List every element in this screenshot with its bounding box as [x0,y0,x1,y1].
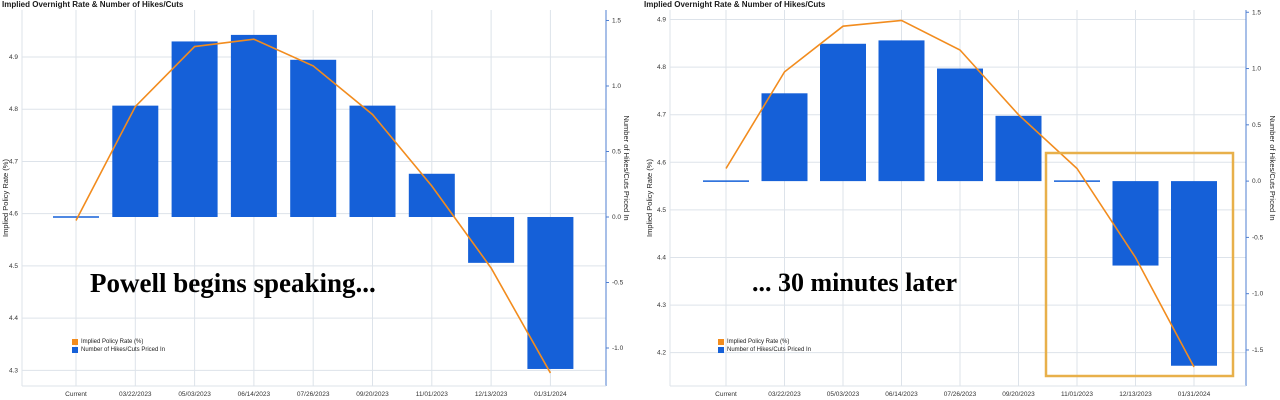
chart-left-svg: 4.3 4.4 4.5 4.6 4.7 4.8 4.9 -1.0 -0.5 0.0 0.5 1.0 1.… [1,10,631,398]
x-tick-label: 01/31/2024 [1178,391,1211,398]
y-tick-label-right: 0.0 [612,214,621,221]
y-tick-label-left: 4.5 [657,207,666,214]
x-tick-label: Current [65,391,87,398]
y-tick-label-left: 4.4 [9,315,18,322]
y-tick-label-right: -1.0 [612,345,624,352]
y-tick-label-left: 4.2 [657,350,666,357]
y-tick-label-right: 0.0 [1252,178,1261,185]
bar [878,40,925,182]
legend-item-bar: Number of Hikes/Cuts Priced In [718,346,811,354]
legend: Implied Policy Rate (%) Number of Hikes/… [72,338,165,354]
highlight-box [1044,151,1235,378]
bar [820,43,866,182]
x-tick-label: 06/14/2023 [238,391,271,398]
x-tick-label: 12/13/2023 [475,391,508,398]
y-tick-label-left: 4.8 [9,106,18,113]
x-tick-label: 11/01/2023 [1061,391,1093,398]
x-tick-label: 06/14/2023 [885,391,918,398]
y-tick-label-right: 1.0 [612,83,621,90]
x-tick-label: 01/31/2024 [534,391,567,398]
annotation-text: ... 30 minutes later [752,268,958,297]
y-tick-label-right: -0.5 [1252,234,1264,241]
y-tick-label-right: -1.0 [1252,291,1264,298]
y-tick-label-right: -0.5 [612,280,624,287]
y-tick-label-left: 4.9 [657,17,666,24]
bar [468,216,515,263]
x-tick-label: 05/03/2023 [827,391,860,398]
y-tick-label-right: 0.5 [612,148,621,155]
legend-swatch-orange [718,339,724,345]
chart-right-svg: 4.2 4.3 4.4 4.5 4.6 4.7 4.8 4.9 -1.5 -1.0 -0.5 0.0 0… [645,9,1277,398]
y-axis-title-right: Number of Hikes/Cuts Priced In [622,115,631,220]
y-tick-label-left: 4.6 [9,211,18,218]
y-tick-label-left: 4.5 [9,263,18,270]
y-tick-label-right: 0.5 [1252,122,1261,129]
legend-swatch-orange [72,339,78,345]
bar [408,173,455,217]
y-axis-title-right: Number of Hikes/Cuts Priced In [1268,115,1277,220]
bar [290,59,337,217]
x-tick-label: 09/20/2023 [1002,391,1035,398]
chart-title: Implied Overnight Rate & Number of Hikes… [644,0,826,9]
bar [1112,181,1159,266]
bar [349,105,396,217]
bar [171,41,218,217]
y-tick-label-right: 1.5 [612,17,621,24]
series-line [725,19,1195,368]
x-tick-label: 12/13/2023 [1119,391,1152,398]
chart-title: Implied Overnight Rate & Number of Hikes… [2,0,184,9]
legend-swatch-blue [718,347,724,353]
chart-panel-right: Implied Overnight Rate & Number of Hikes… [642,0,1280,400]
y-tick-label-left: 4.4 [657,254,666,261]
x-tick-label: 07/26/2023 [297,391,330,398]
legend-label: Number of Hikes/Cuts Priced In [81,347,166,353]
legend-item-bar: Number of Hikes/Cuts Priced In [72,346,165,354]
x-tick-label: 09/20/2023 [356,391,389,398]
x-tick-label: Current [715,391,737,398]
y-tick-label-left: 4.7 [657,112,666,119]
legend-label: Number of Hikes/Cuts Priced In [727,347,812,353]
y-axis-title-left: Implied Policy Rate (%) [1,159,10,237]
y-tick-label-left: 4.3 [657,302,666,309]
bar [761,93,808,182]
bar [527,216,574,369]
bar [995,115,1042,182]
x-tick-label: 07/26/2023 [944,391,977,398]
x-tick-label: 03/22/2023 [768,391,801,398]
x-tick-label: 05/03/2023 [178,391,211,398]
y-tick-label-right: 1.0 [1252,66,1261,73]
legend: Implied Policy Rate (%) Number of Hikes/… [718,338,811,354]
y-tick-label-left: 4.6 [657,159,666,166]
legend-item-line: Implied Policy Rate (%) [718,338,811,346]
y-tick-label-right: -1.5 [1252,347,1264,354]
bar [937,68,983,182]
bar [112,105,159,217]
legend-label: Implied Policy Rate (%) [81,339,144,345]
series-line [75,38,552,374]
x-tick-label: 03/22/2023 [119,391,152,398]
bar [1171,181,1217,366]
y-tick-label-left: 4.7 [9,158,18,165]
legend-item-line: Implied Policy Rate (%) [72,338,165,346]
y-tick-label-left: 4.9 [9,54,18,61]
annotation-text: Powell begins speaking... [90,268,376,298]
y-axis-title-left: Implied Policy Rate (%) [645,159,654,237]
y-tick-label-left: 4.8 [657,64,666,71]
y-tick-label-left: 4.3 [9,367,18,374]
legend-swatch-blue [72,347,78,353]
bar [230,34,277,217]
legend-label: Implied Policy Rate (%) [727,339,790,345]
y-tick-label-right: 1.5 [1252,9,1261,16]
x-tick-label: 11/01/2023 [416,391,448,398]
chart-panel-left: Implied Overnight Rate & Number of Hikes… [0,0,632,400]
